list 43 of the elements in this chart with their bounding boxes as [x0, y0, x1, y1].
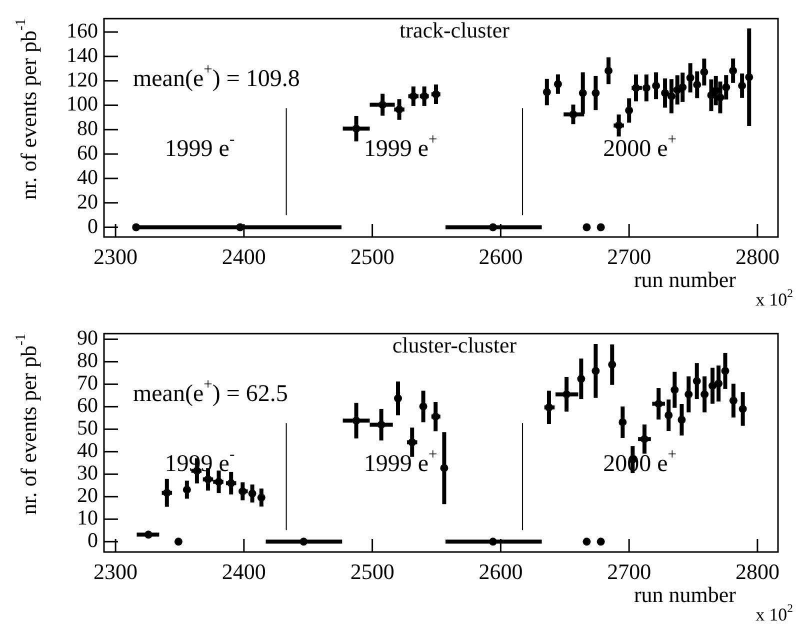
x-axis-title: run number	[634, 582, 737, 607]
annotation: 1999 e+	[364, 131, 438, 162]
y-tick-label: 80	[77, 116, 98, 140]
y-tick-label: 40	[77, 438, 98, 462]
annotation: mean(e+) = 109.8	[132, 61, 300, 92]
y-tick-label: 100	[66, 92, 98, 116]
y-tick-label: 90	[77, 326, 98, 350]
y-tick-label: 140	[66, 42, 98, 67]
y-tick-label: 80	[77, 348, 98, 372]
x-tick-label: 2300	[94, 558, 138, 584]
x-tick-label: 2500	[350, 558, 394, 584]
x-tick-label: 2700	[607, 558, 652, 584]
y-tick-label: 20	[77, 189, 98, 214]
y-tick-label: 0	[88, 528, 98, 552]
y-tick-label: 30	[77, 460, 98, 485]
y-tick-label: 70	[77, 370, 98, 395]
x-tick-label: 2700	[607, 244, 652, 269]
x-tick-label: 2400	[222, 558, 266, 584]
x-tick-label: 2800	[735, 244, 780, 269]
annotation: 2000 e+	[603, 131, 677, 162]
x-tick-label: 2800	[735, 558, 780, 584]
annotation: 1999 e-	[164, 131, 235, 162]
x-tick-label: 2600	[478, 558, 523, 584]
y-tick-label: 50	[77, 416, 98, 440]
x-tick-label: 2300	[94, 244, 138, 269]
y-tick-label: 40	[77, 164, 98, 189]
y-tick-label: 60	[77, 393, 98, 418]
x-tick-label: 2400	[222, 244, 266, 269]
y-tick-label: 120	[66, 67, 98, 92]
annotation: 1999 e+	[364, 446, 438, 477]
y-tick-label: 160	[66, 18, 98, 43]
x-tick-label: 2500	[350, 244, 394, 269]
chart-title: cluster-cluster	[392, 332, 518, 358]
y-tick-label: 20	[77, 483, 98, 508]
y-axis-title: nr. of events per pb-1	[12, 334, 41, 515]
x-axis-title: run number	[634, 266, 737, 292]
annotation: mean(e+) = 62.5	[132, 376, 288, 408]
chart-title: track-cluster	[400, 17, 510, 42]
y-axis-title: nr. of events per pb-1	[12, 18, 41, 200]
y-tick-label: 0	[88, 214, 98, 238]
y-tick-label: 10	[77, 506, 98, 530]
y-tick-label: 60	[77, 140, 98, 165]
x-tick-label: 2600	[478, 244, 523, 269]
